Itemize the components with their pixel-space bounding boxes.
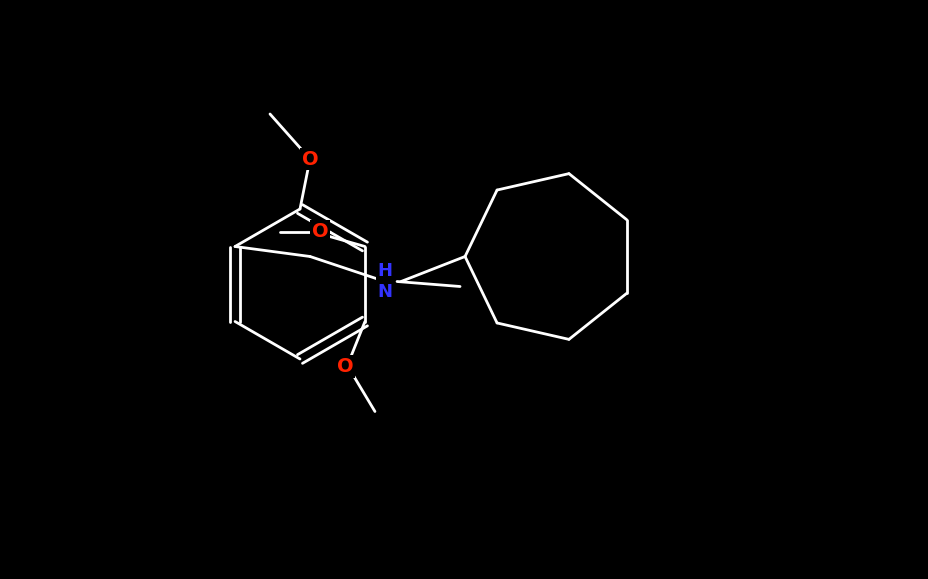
Text: O: O <box>311 222 328 241</box>
Text: O: O <box>302 149 318 168</box>
Text: H
N: H N <box>377 262 393 301</box>
Text: O: O <box>336 357 353 376</box>
